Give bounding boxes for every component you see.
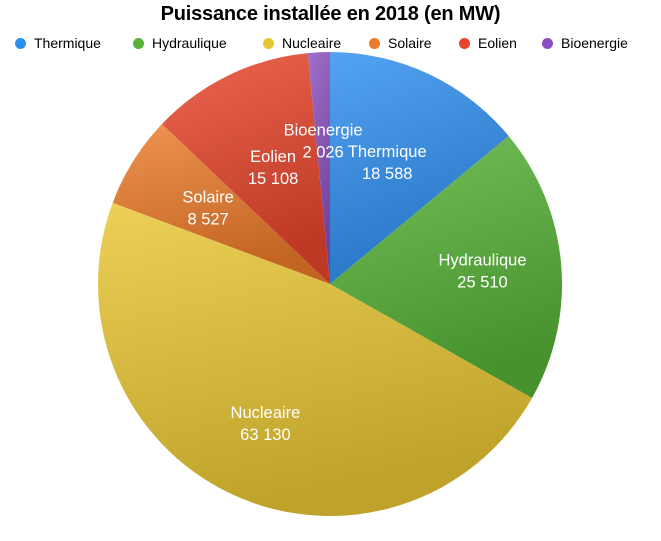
pie-slice-solaire xyxy=(112,124,330,284)
slice-value-eolien: 15 108 xyxy=(248,170,298,188)
slice-value-solaire: 8 527 xyxy=(187,211,228,229)
legend-dot-eolien xyxy=(459,37,470,49)
pie-slice-hydraulique xyxy=(330,135,562,399)
legend-dot-thermique xyxy=(15,37,26,49)
pie-slice-bioenergie xyxy=(307,52,330,284)
legend: Thermique Hydraulique Nucleaire Solaire … xyxy=(0,33,661,53)
legend-dot-bioenergie xyxy=(542,37,553,49)
chart-title: Puissance installée en 2018 (en MW) xyxy=(160,3,501,25)
pie-slice-nucleaire xyxy=(97,202,532,516)
slice-label-hydraulique: Hydraulique xyxy=(438,251,526,269)
pie-slice-eolien xyxy=(161,53,330,284)
legend-item-bioenergie: Bioenergie xyxy=(542,33,628,53)
legend-label-eolien: Eolien xyxy=(478,35,517,51)
legend-label-nucleaire: Nucleaire xyxy=(282,35,342,51)
legend-label-hydraulique: Hydraulique xyxy=(152,35,227,51)
legend-item-eolien: Eolien xyxy=(459,33,517,53)
legend-item-solaire: Solaire xyxy=(369,33,432,53)
slice-label-nucleaire: Nucleaire xyxy=(231,404,301,422)
legend-label-thermique: Thermique xyxy=(34,35,101,51)
slice-label-eolien: Eolien xyxy=(250,148,296,166)
legend-dot-hydraulique xyxy=(133,37,144,49)
legend-item-hydraulique: Hydraulique xyxy=(133,33,227,53)
slice-value-nucleaire: 63 130 xyxy=(240,426,290,444)
legend-dot-solaire xyxy=(369,37,380,49)
legend-item-nucleaire: Nucleaire xyxy=(263,33,341,53)
slice-label-bioenergie: Bioenergie xyxy=(284,121,363,139)
legend-label-solaire: Solaire xyxy=(388,35,432,51)
slice-value-bioenergie: 2 026 xyxy=(302,143,343,161)
legend-item-thermique: Thermique xyxy=(15,33,101,53)
slice-label-solaire: Solaire xyxy=(182,189,233,207)
legend-dot-nucleaire xyxy=(263,37,274,49)
slice-value-hydraulique: 25 510 xyxy=(457,273,507,291)
pie-slice-thermique xyxy=(330,52,509,284)
legend-label-bioenergie: Bioenergie xyxy=(561,35,628,51)
slice-value-thermique: 18 588 xyxy=(362,165,412,183)
slice-label-thermique: Thermique xyxy=(348,143,427,161)
